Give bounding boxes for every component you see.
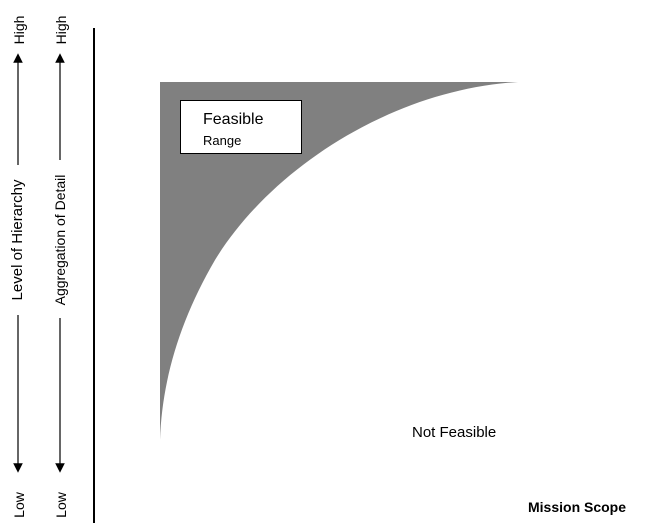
detail-axis: Aggregation of Detail High Low <box>52 16 69 518</box>
not-feasible-label: Not Feasible <box>412 424 497 441</box>
feasible-region <box>160 82 518 440</box>
detail-low-label: Low <box>53 491 69 518</box>
feasible-range-box: Feasible Range <box>180 100 302 154</box>
hierarchy-axis: Level of Hierarchy High Low <box>9 16 27 518</box>
feasible-label: Feasible <box>203 111 264 128</box>
hierarchy-low-label: Low <box>11 491 27 518</box>
hierarchy-axis-label: Level of Hierarchy <box>9 179 26 300</box>
detail-high-label: High <box>53 16 69 45</box>
detail-axis-label: Aggregation of Detail <box>52 175 68 306</box>
mission-scope-label: Mission Scope <box>528 499 627 515</box>
range-label: Range <box>203 133 242 148</box>
hierarchy-high-label: High <box>11 16 27 45</box>
